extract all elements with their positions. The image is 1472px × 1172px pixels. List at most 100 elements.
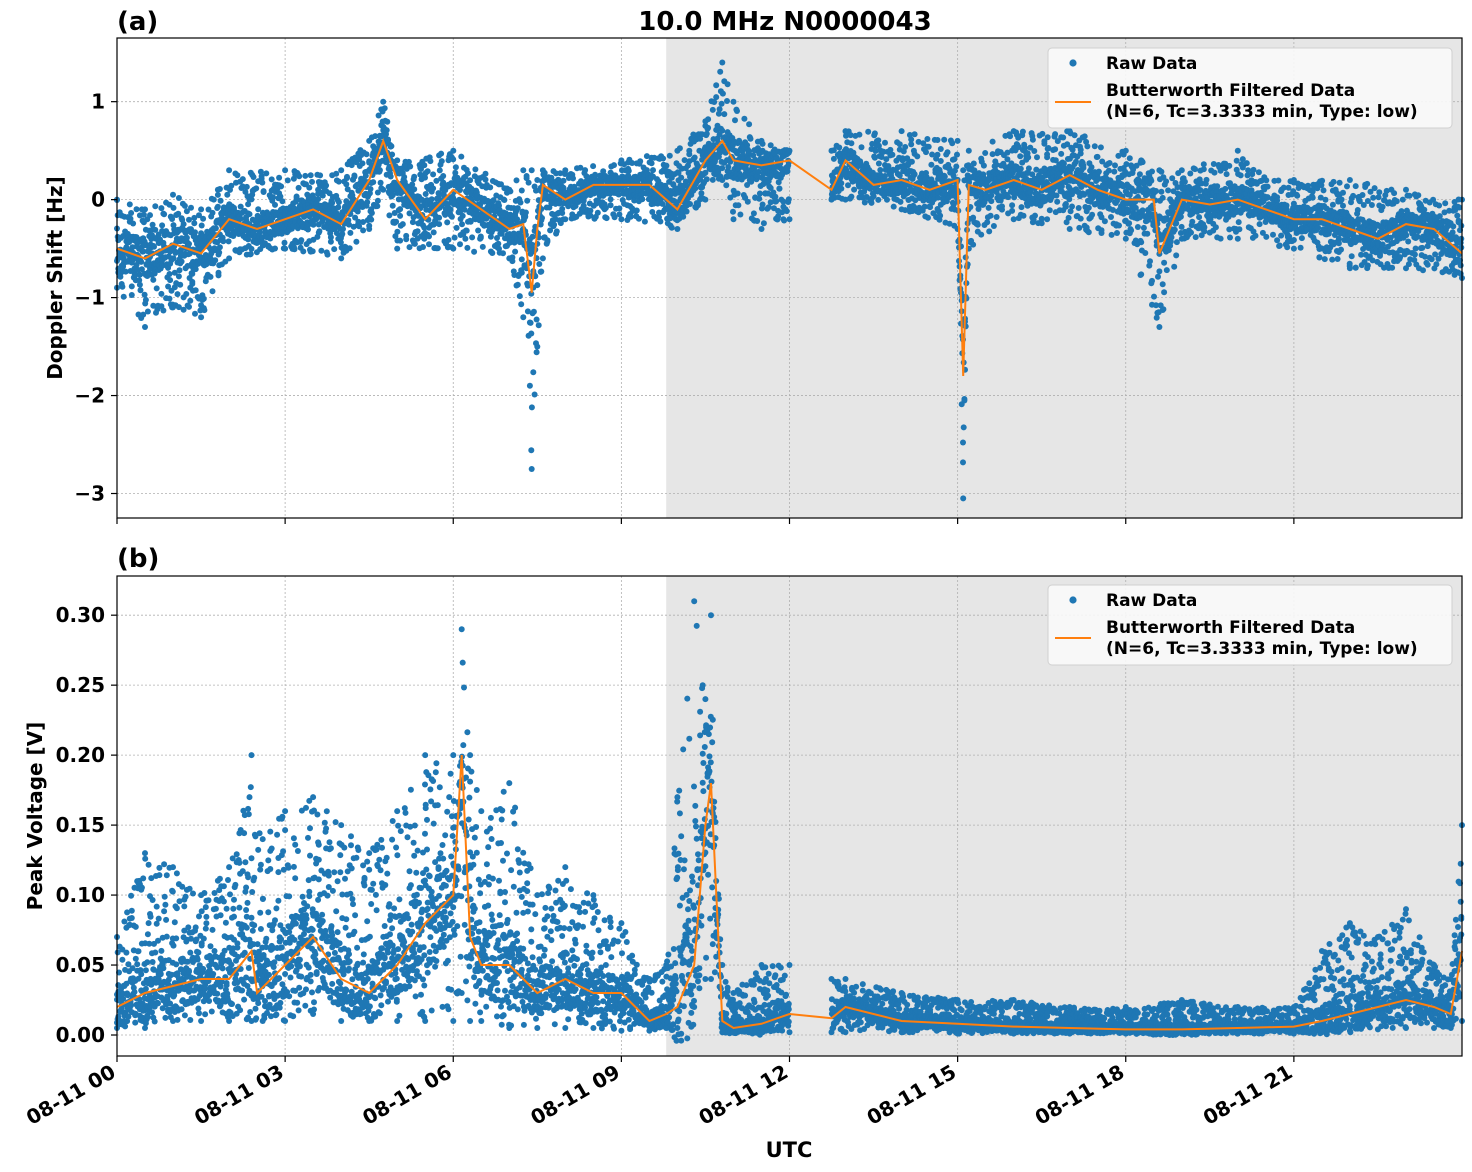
raw-data-point	[370, 179, 377, 186]
raw-data-point	[889, 151, 896, 158]
raw-data-point	[346, 245, 353, 252]
raw-data-point	[934, 151, 941, 158]
raw-data-point	[1091, 143, 1098, 150]
raw-data-point	[1097, 144, 1104, 151]
raw-data-point	[278, 183, 285, 190]
raw-data-point	[136, 281, 143, 288]
raw-data-point	[430, 185, 437, 192]
raw-data-point	[524, 197, 531, 204]
raw-data-point	[1046, 207, 1053, 214]
raw-data-point	[1094, 153, 1101, 160]
raw-data-point	[1243, 160, 1250, 167]
raw-data-point	[245, 236, 252, 243]
raw-data-point	[650, 167, 656, 174]
raw-data-point	[276, 174, 283, 181]
raw-data-point	[302, 172, 309, 179]
raw-data-point	[445, 236, 452, 243]
raw-data-point	[430, 171, 437, 178]
raw-data-point	[482, 170, 489, 177]
raw-data-point	[160, 307, 167, 314]
raw-data-point	[309, 248, 316, 255]
raw-data-point	[553, 228, 560, 235]
raw-data-point	[120, 293, 127, 300]
raw-data-point	[272, 245, 278, 252]
raw-data-point	[1038, 220, 1045, 227]
raw-data-point	[1148, 177, 1155, 184]
raw-data-point	[934, 137, 941, 143]
raw-data-point	[759, 201, 766, 208]
raw-data-point	[1181, 178, 1188, 185]
raw-data-point	[902, 144, 909, 150]
raw-data-point	[1171, 226, 1178, 233]
raw-data-point	[747, 135, 754, 142]
raw-data-point	[1227, 234, 1233, 241]
raw-data-point	[161, 211, 168, 218]
raw-data-point	[333, 170, 340, 177]
raw-data-point	[127, 215, 134, 222]
raw-data-point	[1044, 216, 1051, 223]
raw-data-point	[175, 273, 182, 280]
raw-data-point	[882, 139, 888, 146]
raw-data-point	[421, 162, 428, 169]
raw-data-point	[464, 244, 471, 251]
raw-data-point	[201, 307, 208, 314]
raw-data-point	[368, 216, 375, 223]
raw-data-point	[961, 397, 968, 404]
raw-data-point	[293, 193, 300, 200]
raw-data-point	[1138, 239, 1145, 246]
raw-data-point	[397, 206, 404, 213]
raw-data-point	[990, 223, 997, 229]
raw-data-point	[186, 216, 192, 223]
raw-data-point	[228, 182, 235, 189]
raw-data-point	[925, 143, 932, 150]
raw-data-point	[183, 234, 190, 241]
raw-data-point	[1069, 203, 1075, 210]
raw-data-point	[323, 182, 330, 189]
raw-data-point	[719, 90, 726, 97]
raw-data-point	[129, 257, 136, 264]
raw-data-point	[215, 269, 222, 276]
raw-data-point	[1255, 169, 1262, 176]
raw-data-point	[526, 382, 533, 389]
raw-data-point	[960, 439, 966, 446]
raw-data-point	[970, 160, 977, 167]
raw-data-point	[1128, 227, 1135, 234]
raw-data-point	[1236, 226, 1243, 233]
raw-data-point	[335, 199, 342, 206]
raw-data-point	[603, 215, 610, 222]
raw-data-point	[1211, 169, 1218, 176]
raw-data-point	[1098, 227, 1105, 234]
raw-data-point	[1136, 171, 1143, 178]
raw-data-point	[1173, 252, 1180, 259]
raw-data-point	[170, 204, 177, 211]
raw-data-point	[140, 211, 147, 218]
raw-data-point	[181, 202, 188, 209]
raw-data-point	[343, 181, 350, 188]
raw-data-point	[680, 213, 687, 220]
raw-data-point	[214, 203, 221, 210]
raw-data-point	[528, 241, 535, 248]
raw-data-point	[734, 108, 740, 114]
raw-data-point	[212, 225, 219, 232]
raw-data-point	[741, 115, 748, 122]
raw-data-point	[1270, 231, 1276, 238]
raw-data-point	[1189, 218, 1196, 225]
raw-data-point	[1116, 222, 1122, 229]
raw-data-point	[1005, 194, 1012, 201]
raw-data-point	[875, 160, 882, 167]
raw-data-point	[1140, 197, 1147, 204]
raw-data-point	[838, 180, 845, 187]
raw-data-point	[295, 184, 302, 191]
raw-data-point	[133, 206, 140, 213]
raw-data-point	[1223, 171, 1230, 178]
raw-data-point	[732, 117, 738, 124]
raw-data-point	[174, 291, 181, 298]
raw-data-point	[719, 127, 726, 134]
raw-data-point	[207, 273, 214, 280]
raw-data-point	[1149, 168, 1155, 175]
raw-data-point	[923, 149, 929, 156]
raw-data-point	[587, 207, 594, 214]
raw-data-point	[937, 146, 944, 152]
raw-data-point	[551, 221, 558, 228]
raw-data-point	[725, 164, 732, 170]
